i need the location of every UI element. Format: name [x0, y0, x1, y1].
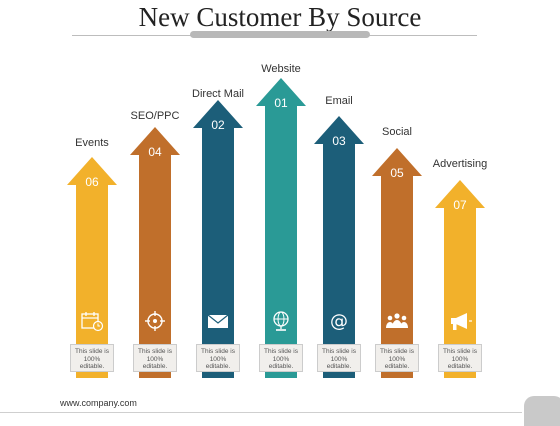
source-label: Advertising — [432, 158, 488, 170]
megaphone-icon — [447, 310, 473, 332]
editable-note: This slide is 100% editable. — [375, 344, 419, 372]
source-label: Website — [261, 63, 301, 75]
editable-note: This slide is 100% editable. — [438, 344, 482, 372]
target-icon — [142, 310, 168, 332]
title-accent-bar — [190, 31, 370, 38]
source-label: Social — [382, 126, 412, 138]
arrow-body — [130, 127, 180, 378]
arrow-rank: 01 — [274, 96, 288, 110]
arrow-body — [314, 116, 364, 378]
arrow-body — [256, 78, 306, 378]
arrow-shape — [314, 116, 364, 378]
arrow-shape — [130, 127, 180, 378]
arrow-shape — [193, 100, 243, 378]
corner-decoration — [524, 396, 560, 426]
globe-icon — [268, 310, 294, 332]
arrow-body — [67, 157, 117, 378]
calendar-icon — [79, 310, 105, 332]
arrow-rank: 07 — [453, 198, 467, 212]
arrow-rank: 04 — [148, 145, 162, 159]
editable-note: This slide is 100% editable. — [317, 344, 361, 372]
editable-note: This slide is 100% editable. — [133, 344, 177, 372]
source-column: Social 05 This slide is 100% editable. — [357, 0, 437, 420]
at-sign-icon: @ — [326, 310, 352, 332]
source-column: Website 01 This slide is 100% editable. — [241, 0, 321, 420]
arrow-rank: 06 — [85, 175, 99, 189]
arrow-rank: 03 — [332, 134, 346, 148]
arrow-rank: 02 — [211, 118, 225, 132]
arrow-body — [193, 100, 243, 378]
source-label: Email — [325, 95, 353, 107]
source-label: Direct Mail — [192, 88, 244, 100]
source-column: SEO/PPC 04 This slide is 100% editable. — [115, 0, 195, 420]
editable-note: This slide is 100% editable. — [259, 344, 303, 372]
arrow-shape — [372, 148, 422, 378]
arrow-body — [372, 148, 422, 378]
arrow-body — [435, 180, 485, 378]
arrow-shape — [256, 78, 306, 378]
source-column: Advertising 07 This slide is 100% editable… — [420, 0, 500, 420]
editable-note: This slide is 100% editable. — [196, 344, 240, 372]
footer-url: www.company.com — [60, 398, 137, 408]
arrow-shape — [67, 157, 117, 378]
source-column: Events 06 This slide is 100% editable. — [52, 0, 132, 420]
arrow-rank: 05 — [390, 166, 404, 180]
source-column: Email 03 @ This slide is 100% editable. — [299, 0, 379, 420]
source-column: Direct Mail 02 This slide is 100% editable… — [178, 0, 258, 420]
editable-note: This slide is 100% editable. — [70, 344, 114, 372]
envelope-icon — [205, 310, 231, 332]
people-icon — [384, 310, 410, 332]
svg-text:@: @ — [330, 311, 348, 332]
arrow-shape — [435, 180, 485, 378]
source-label: SEO/PPC — [130, 110, 180, 122]
footer-divider — [0, 412, 522, 413]
source-label: Events — [75, 137, 109, 149]
slide-title: New Customer By Source — [138, 2, 422, 32]
